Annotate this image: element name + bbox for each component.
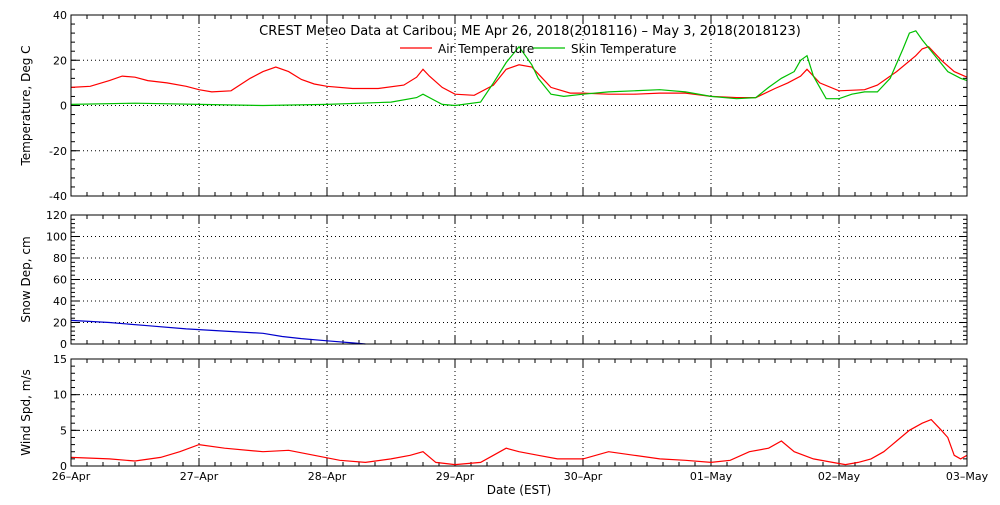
y-tick-label: 15 <box>53 353 67 366</box>
y-tick-label: 120 <box>46 209 67 222</box>
y-tick-label: 0 <box>60 338 67 351</box>
y-tick-label: 10 <box>53 389 67 402</box>
y-axis-label: Temperature, Deg C <box>19 45 33 166</box>
series-line-panel-3 <box>70 418 968 466</box>
x-tick-label: 03–May <box>946 470 989 483</box>
y-tick-label: 40 <box>53 9 67 22</box>
x-tick-label: 27–Apr <box>180 470 219 483</box>
plot-frame <box>70 358 968 467</box>
y-axis-label: Wind Spd, m/s <box>19 369 33 455</box>
y-tick-label: 80 <box>53 252 67 265</box>
series-line-air-temperature <box>70 46 968 99</box>
y-tick-label: 20 <box>53 317 67 330</box>
legend-label: Air Temperature <box>438 42 534 56</box>
y-tick-label: 40 <box>53 295 67 308</box>
y-tick-label: 5 <box>60 424 67 437</box>
series-line-skin-temperature <box>70 30 968 107</box>
y-axis-label: Snow Dep, cm <box>19 236 33 322</box>
x-tick-label: 02–May <box>818 470 861 483</box>
series-line-panel-2 <box>70 319 366 345</box>
y-tick-label: -40 <box>49 190 67 203</box>
plot-frame <box>70 14 968 197</box>
x-tick-label: 29–Apr <box>436 470 475 483</box>
y-tick-label: 0 <box>60 100 67 113</box>
x-tick-label: 30–Apr <box>564 470 603 483</box>
x-tick-label: 26–Apr <box>52 470 91 483</box>
y-tick-label: 100 <box>46 231 67 244</box>
x-tick-label: 28–Apr <box>308 470 347 483</box>
y-tick-label: 0 <box>60 460 67 473</box>
y-tick-label: 60 <box>53 274 67 287</box>
y-tick-label: -20 <box>49 145 67 158</box>
x-tick-label: 01–May <box>690 470 733 483</box>
chart-title: CREST Meteo Data at Caribou, ME Apr 26, … <box>259 24 801 39</box>
plot-frame <box>70 214 968 345</box>
legend-label: Skin Temperature <box>571 42 676 56</box>
x-axis-label: Date (EST) <box>487 483 551 497</box>
y-tick-label: 20 <box>53 54 67 67</box>
